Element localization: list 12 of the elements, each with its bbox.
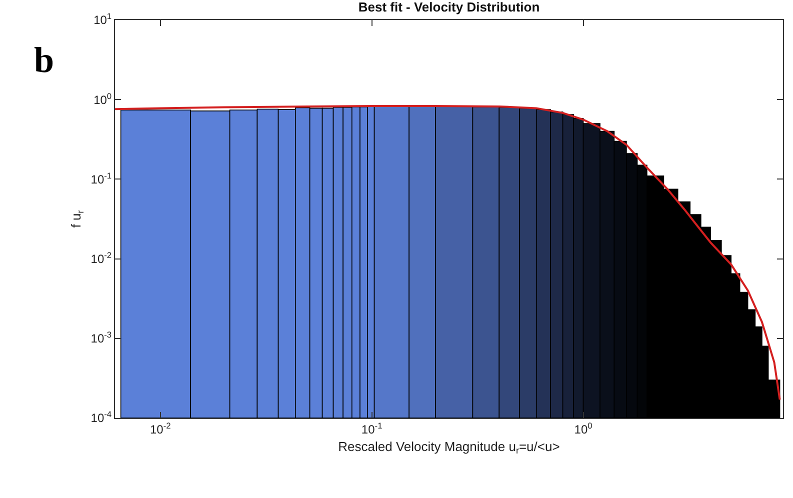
y-tick-label: 10$^{-4}$ — [90, 409, 112, 426]
x-tick-label: 10$^{0}$ — [574, 420, 593, 436]
y-tick-label: 10$^{-2}$ — [90, 250, 112, 266]
y-tick-label: 10$^{-1}$ — [90, 170, 112, 186]
y-tick-label: 10$^{-3}$ — [90, 330, 112, 346]
y-tick-label: 10$^{0}$ — [94, 90, 112, 107]
x-tick-label: 10$^{-2}$ — [150, 420, 172, 436]
chart-title: Best fit - Velocity Distribution — [358, 0, 540, 15]
text: b — [34, 40, 54, 80]
x-axis-title: Rescaled Velocity Magnitude u$_{r}$=u/<u> — [338, 439, 560, 456]
x-tick-label: 10$^{-1}$ — [361, 420, 383, 436]
y-tick-label: 10$^{1}$ — [94, 11, 112, 28]
